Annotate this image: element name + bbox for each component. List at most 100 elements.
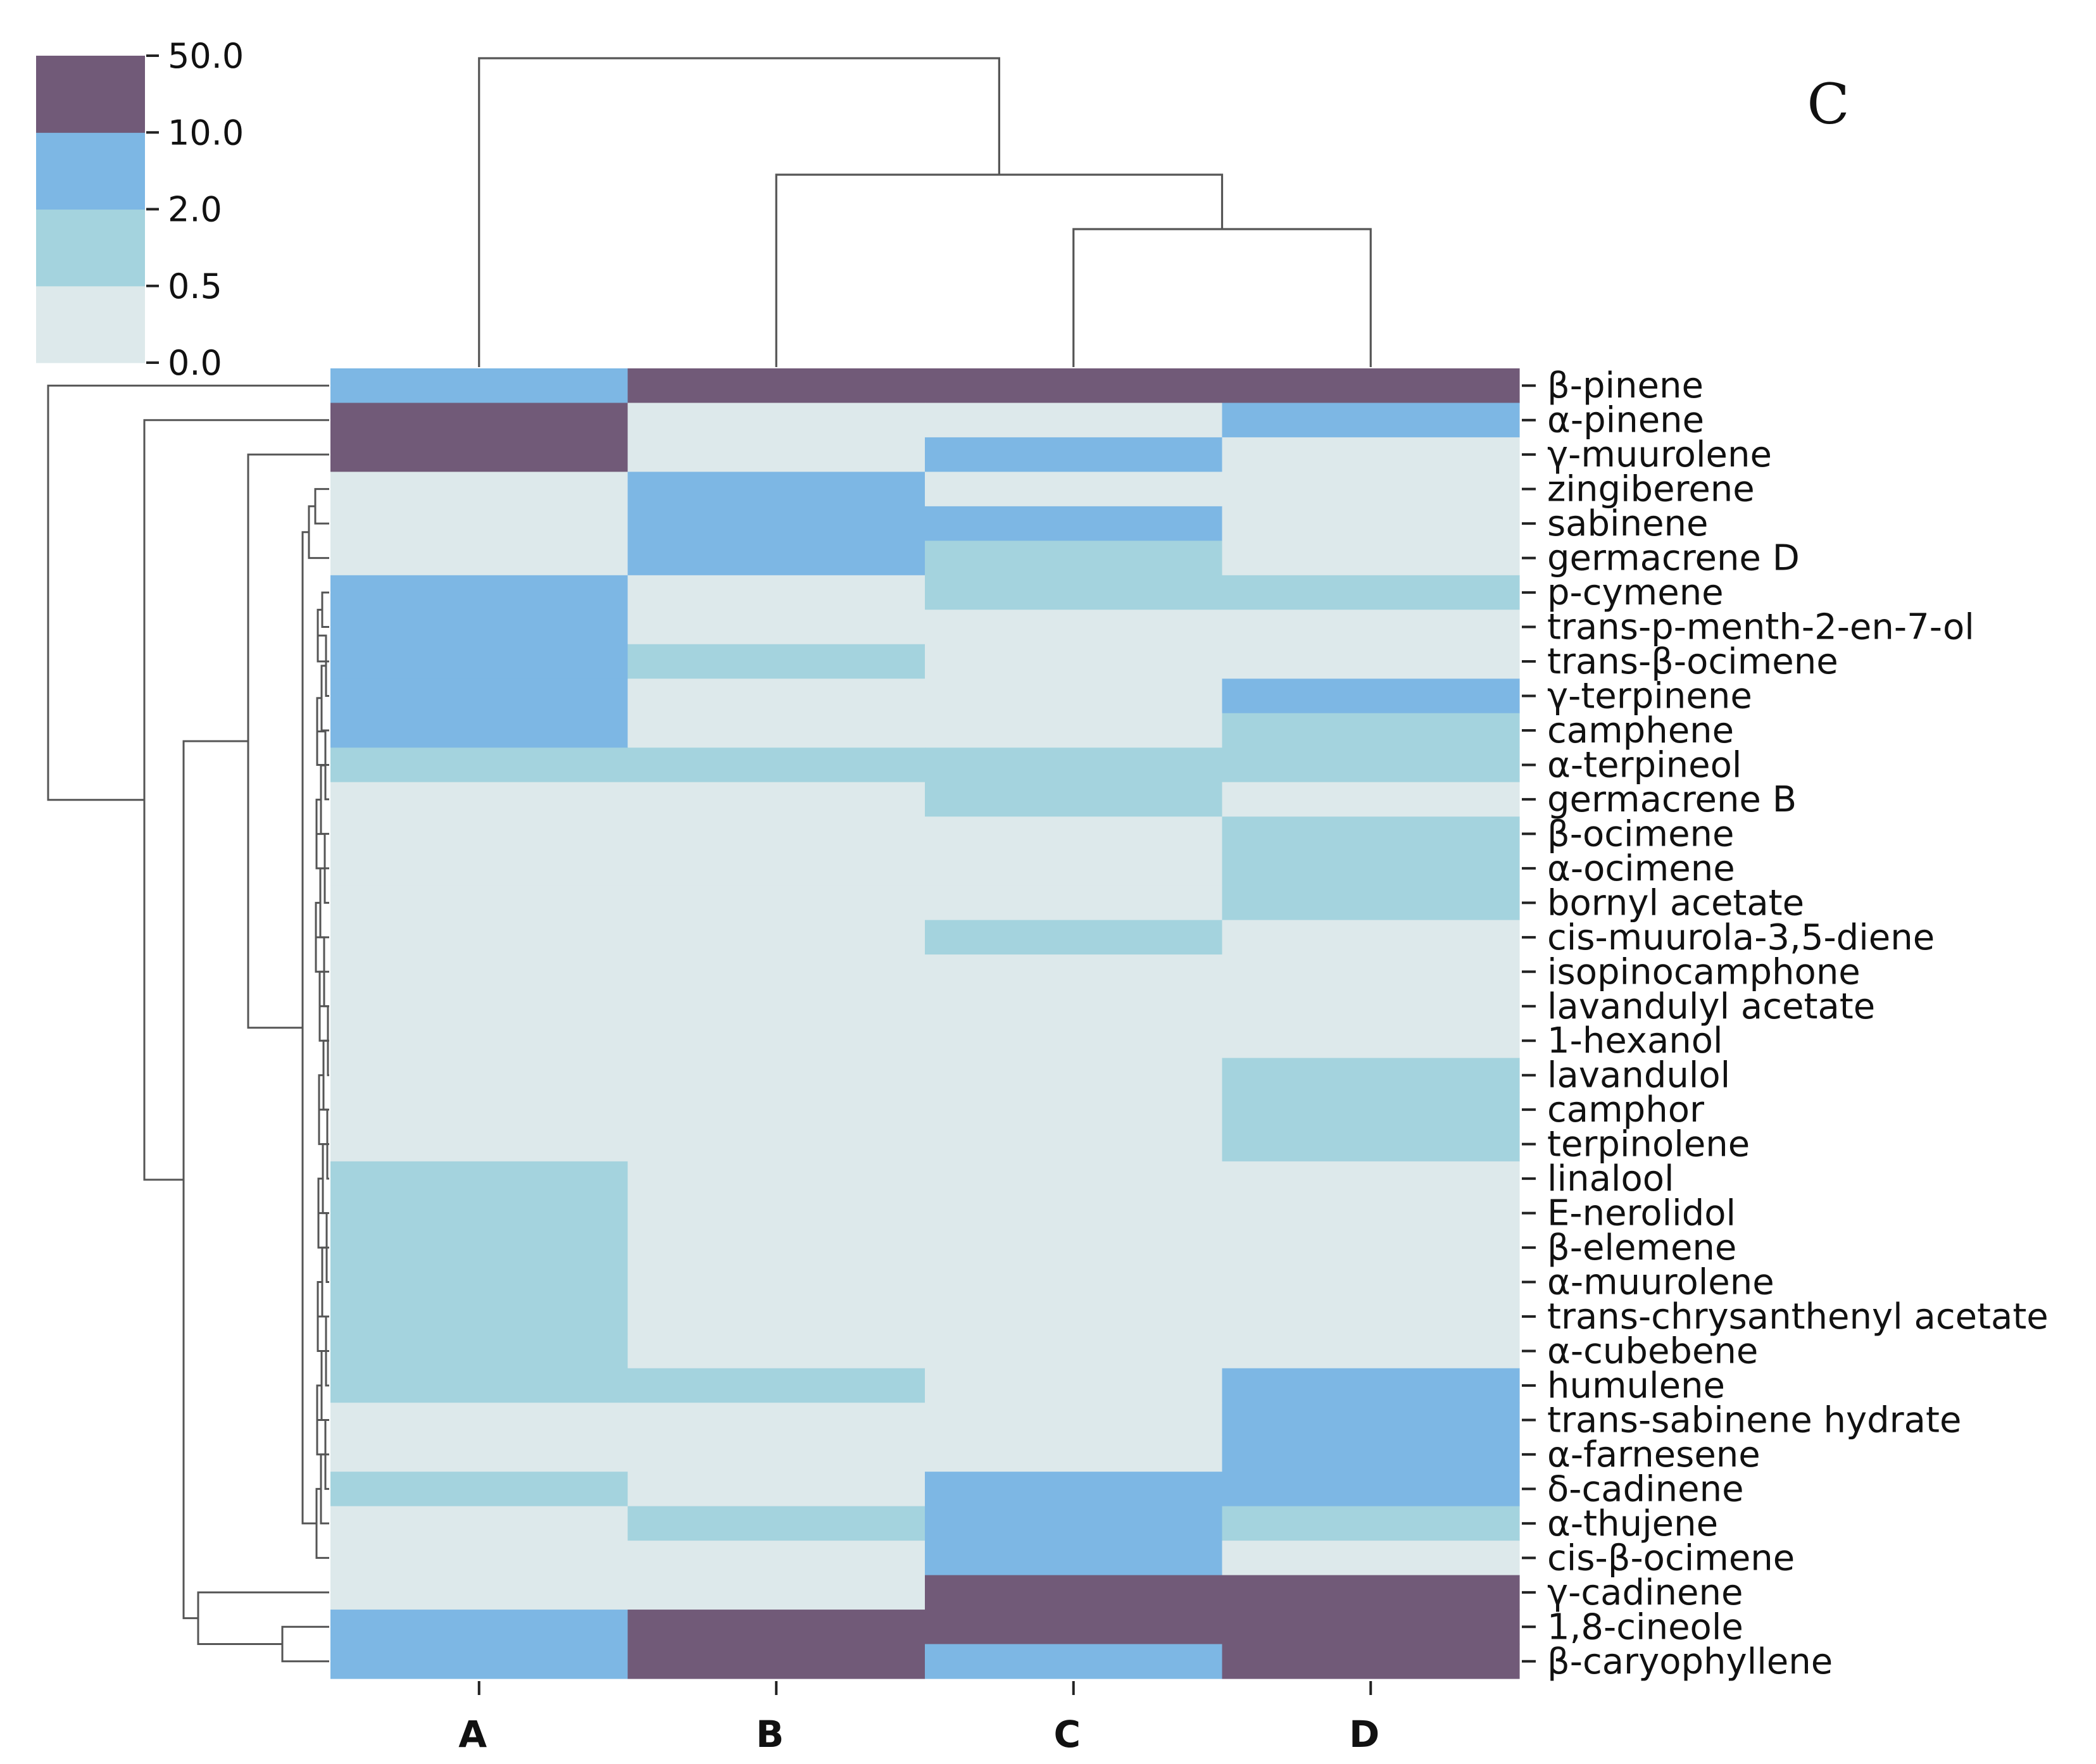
row-label: germacrene B <box>1547 779 1797 820</box>
heatmap-cell-A-1 <box>330 368 629 404</box>
heatmap-cell-A-6 <box>330 541 629 576</box>
row-label: camphene <box>1547 710 1734 751</box>
heatmap-cell-A-36 <box>330 1575 629 1610</box>
heatmap-cell-C-12 <box>925 748 1223 783</box>
heatmap-cell-C-13 <box>925 782 1223 817</box>
column-label: B <box>756 1713 784 1756</box>
heatmap-cell-A-13 <box>330 782 629 817</box>
row-labels: β-pineneα-pineneγ-muurolenezingiberenesa… <box>1522 365 2049 1682</box>
heatmap-cell-A-3 <box>330 437 629 473</box>
colorbar-tick-label: 2.0 <box>168 190 222 230</box>
row-link <box>143 419 329 1181</box>
heatmap-cell-A-5 <box>330 506 629 541</box>
colorbar-tick-label: 0.0 <box>168 343 222 383</box>
heatmap-cell-B-15 <box>627 851 926 886</box>
row-label: cis-β-ocimene <box>1547 1537 1795 1579</box>
heatmap-cell-D-30 <box>1222 1368 1520 1403</box>
heatmap-cell-A-27 <box>330 1265 629 1300</box>
heatmap-cell-D-12 <box>1222 748 1520 783</box>
heatmap-cell-C-3 <box>925 437 1223 473</box>
heatmap-cell-A-12 <box>330 748 629 783</box>
row-label: lavandulyl acetate <box>1547 986 1875 1027</box>
row-label: camphor <box>1547 1089 1705 1130</box>
heatmap-cell-A-33 <box>330 1472 629 1507</box>
heatmap-cell-D-25 <box>1222 1196 1520 1231</box>
heatmap-cell-A-2 <box>330 403 629 438</box>
heatmap-cell-B-24 <box>627 1161 926 1196</box>
heatmap-cell-B-14 <box>627 816 926 852</box>
row-label: humulene <box>1547 1365 1725 1406</box>
heatmap-cell-C-20 <box>925 1023 1223 1059</box>
heatmap-cell-D-13 <box>1222 782 1520 817</box>
row-dendrogram <box>47 384 329 1663</box>
heatmap-cell-D-3 <box>1222 437 1520 473</box>
heatmap-cell-B-26 <box>627 1230 926 1265</box>
heatmap-cell-B-37 <box>627 1610 926 1645</box>
heatmap-cell-B-19 <box>627 989 926 1024</box>
heatmap-cells <box>330 368 1520 1679</box>
row-link <box>47 384 329 801</box>
heatmap-cell-D-10 <box>1222 679 1520 714</box>
row-label: β-ocimene <box>1547 813 1735 854</box>
row-label: α-ocimene <box>1547 848 1735 889</box>
colorbar-segment <box>36 209 145 287</box>
heatmap-cell-C-19 <box>925 989 1223 1024</box>
colorbar-tick-label: 10.0 <box>168 113 244 153</box>
heatmap-cell-A-26 <box>330 1230 629 1265</box>
heatmap-cell-B-9 <box>627 644 926 679</box>
heatmap-cell-D-37 <box>1222 1610 1520 1645</box>
row-label: trans-sabinene hydrate <box>1547 1399 1961 1441</box>
heatmap-cell-B-35 <box>627 1541 926 1576</box>
heatmap-cell-D-20 <box>1222 1023 1520 1059</box>
heatmap-cell-A-31 <box>330 1403 629 1438</box>
heatmap-cell-D-22 <box>1222 1092 1520 1128</box>
heatmap-cell-B-12 <box>627 748 926 783</box>
heatmap-cell-C-23 <box>925 1127 1223 1162</box>
heatmap-cell-A-23 <box>330 1127 629 1162</box>
heatmap-cell-A-8 <box>330 610 629 645</box>
row-label: α-terpineol <box>1547 744 1741 785</box>
colorbar-tick-label: 0.5 <box>168 266 222 306</box>
heatmap-cell-A-24 <box>330 1161 629 1196</box>
row-label: α-farnesene <box>1547 1434 1760 1475</box>
heatmap-cell-B-2 <box>627 403 926 438</box>
heatmap-cell-D-24 <box>1222 1161 1520 1196</box>
heatmap-cell-D-21 <box>1222 1058 1520 1093</box>
heatmap-cell-B-36 <box>627 1575 926 1610</box>
colorbar-segment <box>36 132 145 210</box>
heatmap-cell-B-20 <box>627 1023 926 1059</box>
row-label: δ-cadinene <box>1547 1468 1744 1510</box>
heatmap-cell-A-11 <box>330 713 629 748</box>
heatmap-cell-C-25 <box>925 1196 1223 1231</box>
heatmap-cell-B-30 <box>627 1368 926 1403</box>
heatmap-cell-C-17 <box>925 920 1223 955</box>
column-label: D <box>1349 1713 1379 1756</box>
heatmap-cell-C-9 <box>925 644 1223 679</box>
heatmap-cell-A-9 <box>330 644 629 679</box>
column-dendrogram <box>478 57 1372 367</box>
heatmap-cell-A-20 <box>330 1023 629 1059</box>
heatmap-cell-B-38 <box>627 1644 926 1679</box>
row-label: bornyl acetate <box>1547 882 1804 923</box>
heatmap-cell-C-24 <box>925 1161 1223 1196</box>
heatmap-cell-B-16 <box>627 885 926 921</box>
heatmap-cell-A-16 <box>330 885 629 921</box>
heatmap-cell-C-7 <box>925 575 1223 610</box>
heatmap-cell-A-32 <box>330 1437 629 1472</box>
heatmap-cell-B-31 <box>627 1403 926 1438</box>
heatmap-cell-D-6 <box>1222 541 1520 576</box>
heatmap-cell-D-31 <box>1222 1403 1520 1438</box>
heatmap-cell-D-38 <box>1222 1644 1520 1679</box>
heatmap-cell-C-22 <box>925 1092 1223 1128</box>
row-link <box>314 488 329 525</box>
heatmap-cell-D-29 <box>1222 1334 1520 1369</box>
heatmap-cell-D-8 <box>1222 610 1520 645</box>
heatmap-cell-D-14 <box>1222 816 1520 852</box>
heatmap-cell-C-32 <box>925 1437 1223 1472</box>
heatmap-cell-C-37 <box>925 1610 1223 1645</box>
row-link <box>301 531 317 1525</box>
heatmap-cell-C-30 <box>925 1368 1223 1403</box>
heatmap-cell-B-27 <box>627 1265 926 1300</box>
